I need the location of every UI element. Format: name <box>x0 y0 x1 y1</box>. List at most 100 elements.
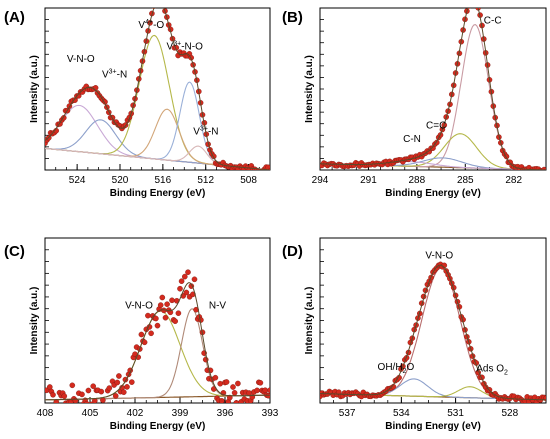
panel-label: (B) <box>282 9 303 26</box>
x-tick-label: 534 <box>393 408 410 419</box>
data-point <box>219 398 225 403</box>
component-curve <box>45 104 270 170</box>
x-tick-label: 528 <box>501 408 518 419</box>
data-point <box>102 404 107 409</box>
component-curve <box>320 267 546 401</box>
envelope-curve <box>45 282 270 401</box>
x-tick-label: 399 <box>172 408 189 419</box>
panel-3: (C) 408 405 402 399 396 393 Binding Energy (eV)… <box>4 237 279 432</box>
x-tick-label: 520 <box>112 175 129 186</box>
panel-label: (A) <box>4 9 25 26</box>
data-point <box>468 0 473 2</box>
data-point <box>75 406 80 411</box>
x-tick-label: 291 <box>360 175 377 186</box>
data-point <box>84 401 90 403</box>
data-point <box>217 380 223 387</box>
x-tick-label: 294 <box>312 175 329 186</box>
data-point <box>145 312 151 319</box>
x-tick-label: 396 <box>217 408 234 419</box>
x-tick-label: 508 <box>240 175 257 186</box>
plot-frame <box>44 7 271 171</box>
data-point <box>257 379 264 386</box>
data-point <box>175 310 182 317</box>
data-point <box>172 318 178 325</box>
data-point <box>153 315 159 322</box>
plot-area <box>320 0 546 170</box>
data-point <box>262 387 269 394</box>
x-axis-title: Binding Energy (eV) <box>385 421 481 432</box>
data-point <box>114 379 121 386</box>
data-point <box>155 0 160 5</box>
component-curve <box>45 119 270 170</box>
peak-annotation: V-N-O <box>67 54 95 65</box>
plot-frame <box>319 237 547 404</box>
data-point <box>161 3 166 8</box>
panel-1: (A) 524 520 516 512 508 Binding Energy (eV) Int… <box>4 0 271 199</box>
data-point <box>55 410 60 415</box>
data-point <box>157 302 164 308</box>
data-point <box>237 404 242 409</box>
y-axis-title: Intensity (a.u.) <box>304 55 315 123</box>
peak-annotation: V-N-O <box>125 301 153 312</box>
data-point <box>177 285 183 292</box>
y-axis-title: Intensity (a.u.) <box>29 287 40 355</box>
data-point <box>104 402 108 403</box>
data-point <box>61 393 68 399</box>
data-point <box>90 383 96 390</box>
data-point <box>121 389 127 396</box>
plot-area <box>45 0 270 170</box>
data-point <box>235 380 241 387</box>
peak-annotation: N-V <box>209 301 227 312</box>
x-tick-label: 402 <box>127 408 144 419</box>
data-points <box>45 269 270 415</box>
x-tick-label: 393 <box>262 408 279 419</box>
peak-annotation: V3+-N <box>102 68 127 80</box>
data-point <box>50 391 56 398</box>
data-point <box>231 389 238 396</box>
data-point <box>69 382 76 389</box>
data-point <box>106 385 113 391</box>
data-point <box>157 0 162 3</box>
data-point <box>108 404 113 409</box>
data-point <box>79 391 85 398</box>
panel-2: (B) 294 291 288 285 282 Binding Energy (eV) Int… <box>282 0 547 199</box>
data-point <box>226 394 233 401</box>
envelope-curve <box>320 8 546 170</box>
plot-area <box>45 269 270 415</box>
x-tick-label: 285 <box>457 175 474 186</box>
x-tick-label: 282 <box>505 175 522 186</box>
data-point <box>474 0 479 5</box>
data-point <box>164 301 170 308</box>
x-tick-label: 408 <box>37 408 54 419</box>
data-point <box>159 2 164 7</box>
data-point <box>223 379 230 385</box>
peak-annotation: V-N-O <box>425 250 453 261</box>
data-point <box>185 269 191 276</box>
x-tick-label: 524 <box>69 175 86 186</box>
data-point <box>98 388 105 395</box>
panel-label: (C) <box>4 243 25 260</box>
component-curve <box>45 308 270 401</box>
peak-annotation: OH/H2O <box>378 362 415 375</box>
x-tick-label: 288 <box>409 175 426 186</box>
panel-label: (D) <box>282 243 303 260</box>
peak-annotation: C=C <box>426 120 446 131</box>
data-points <box>320 261 546 403</box>
plot-area <box>320 261 546 403</box>
y-axis-title: Intensity (a.u.) <box>29 55 40 123</box>
data-point <box>116 373 122 379</box>
data-point <box>148 330 154 337</box>
x-axis-title: Binding Energy (eV) <box>110 188 206 199</box>
data-point <box>85 387 92 394</box>
y-axis-title: Intensity (a.u.) <box>304 287 315 355</box>
data-point <box>183 289 190 296</box>
data-point <box>267 387 270 393</box>
data-point <box>212 374 219 381</box>
x-axis-title: Binding Energy (eV) <box>385 188 481 199</box>
panel-4: (D) 537 534 531 528 Binding Energy (eV) Intens… <box>282 237 547 432</box>
envelope-curve <box>45 8 270 170</box>
peak-annotation: V3+-N <box>193 126 218 138</box>
data-point <box>159 294 166 301</box>
data-point <box>254 387 260 394</box>
